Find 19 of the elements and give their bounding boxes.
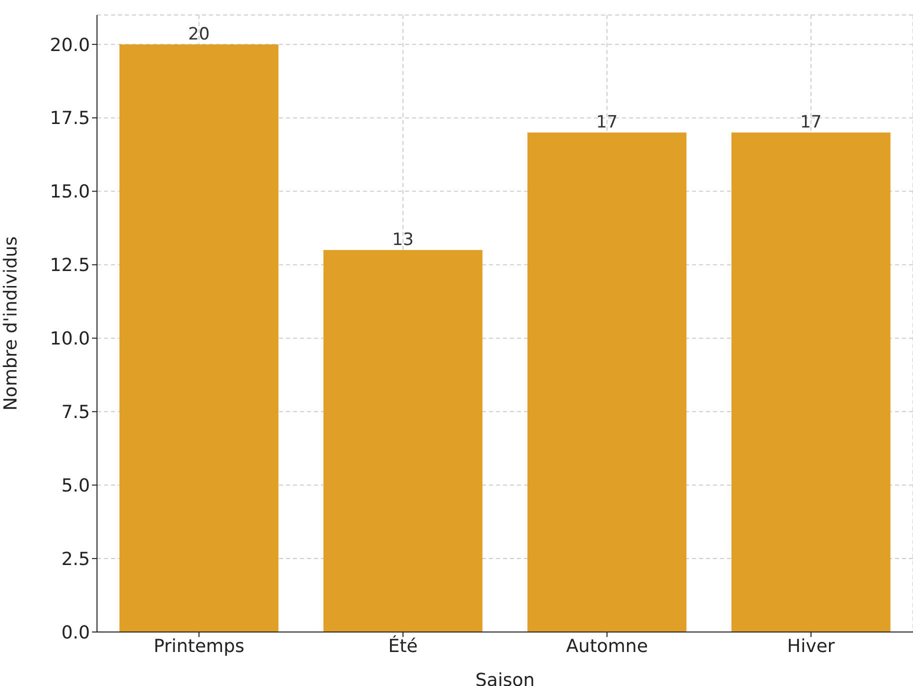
y-tick-label: 17.5	[50, 108, 90, 130]
data-label: 17	[800, 112, 822, 133]
y-tick-label: 2.5	[61, 548, 90, 570]
data-label: 20	[188, 24, 210, 44]
x-tick-label: Hiver	[787, 636, 836, 657]
x-axis-title: Saison	[475, 670, 535, 686]
x-tick-label: Printemps	[154, 636, 244, 657]
y-tick-label: 20.0	[50, 34, 90, 56]
y-tick-label: 7.5	[61, 402, 90, 424]
data-label: 17	[596, 112, 618, 133]
y-tick-label: 10.0	[50, 328, 90, 350]
y-tick-label: 15.0	[50, 182, 90, 203]
data-label: 13	[392, 230, 414, 250]
y-axis-title: Nombre d'individus	[0, 236, 22, 411]
y-tick-label: 0.0	[61, 622, 90, 644]
x-tick-label: Été	[388, 634, 418, 657]
x-tick-label: Automne	[566, 636, 648, 657]
y-tick-label: 5.0	[61, 475, 90, 496]
y-tick-label: 12.5	[50, 255, 90, 276]
